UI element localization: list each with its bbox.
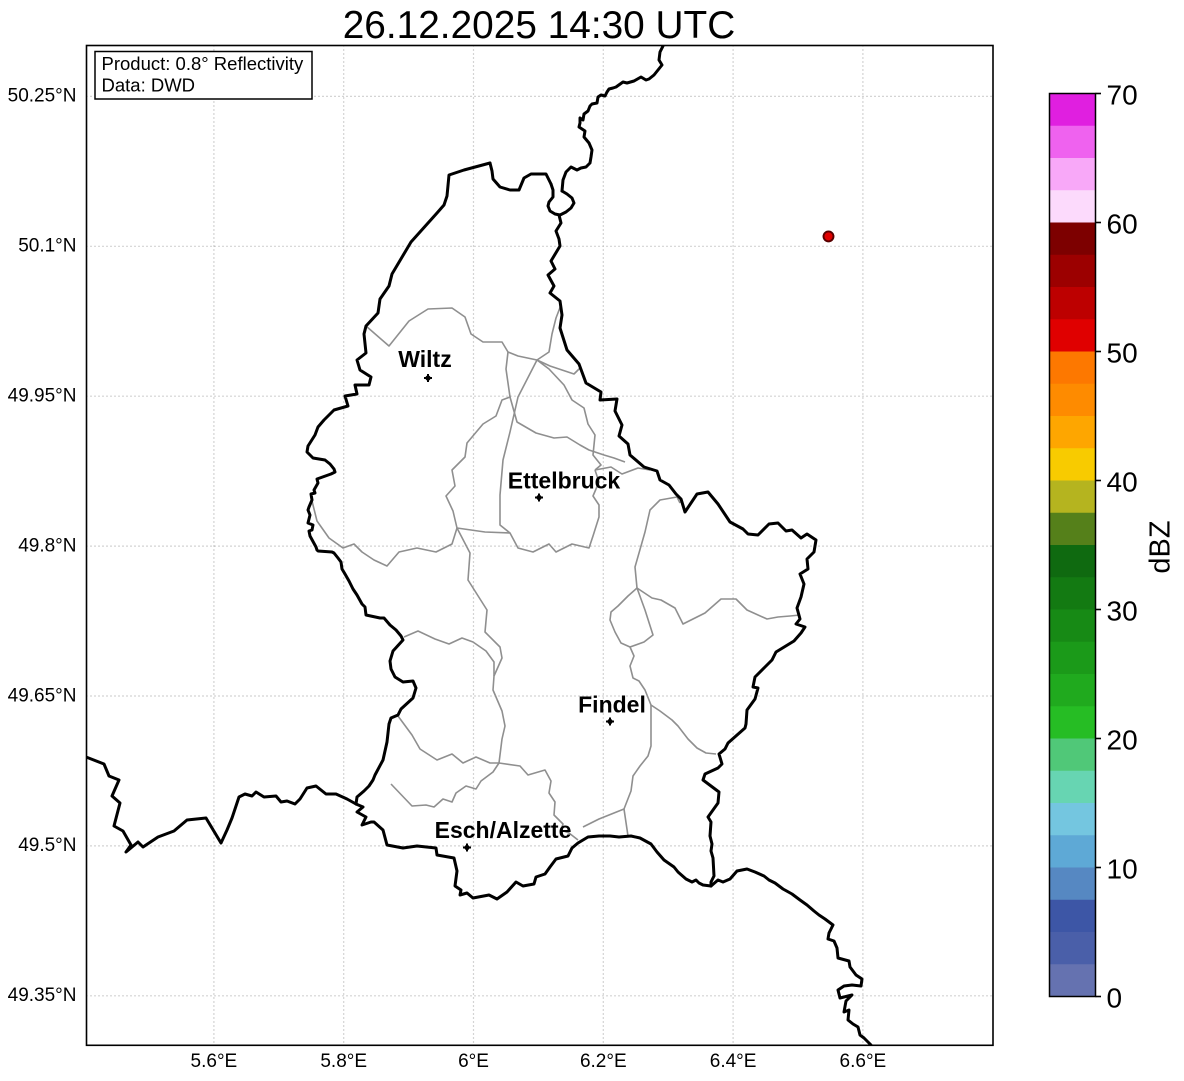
svg-text:20: 20: [1107, 724, 1138, 755]
svg-text:70: 70: [1107, 79, 1138, 110]
svg-text:6.2°E: 6.2°E: [580, 1051, 627, 1072]
svg-text:Product: 0.8° Reflectivity: Product: 0.8° Reflectivity: [102, 53, 304, 74]
svg-text:6°E: 6°E: [458, 1051, 489, 1072]
svg-text:Findel: Findel: [578, 692, 646, 718]
svg-text:Data: DWD: Data: DWD: [102, 74, 196, 95]
svg-text:Wiltz: Wiltz: [398, 346, 451, 372]
svg-text:30: 30: [1107, 595, 1138, 626]
svg-text:10: 10: [1107, 853, 1138, 884]
svg-text:49.5°N: 49.5°N: [18, 835, 76, 856]
svg-text:49.95°N: 49.95°N: [8, 386, 77, 407]
svg-text:Esch/Alzette: Esch/Alzette: [435, 817, 572, 843]
svg-text:dBZ: dBZ: [1145, 520, 1177, 573]
svg-text:5.6°E: 5.6°E: [191, 1051, 238, 1072]
svg-text:0: 0: [1107, 982, 1123, 1013]
svg-text:6.4°E: 6.4°E: [710, 1051, 757, 1072]
svg-text:5.8°E: 5.8°E: [320, 1051, 367, 1072]
svg-text:49.35°N: 49.35°N: [8, 985, 77, 1006]
svg-text:40: 40: [1107, 466, 1138, 497]
svg-text:60: 60: [1107, 208, 1138, 239]
svg-text:50.1°N: 50.1°N: [18, 236, 76, 257]
svg-text:49.65°N: 49.65°N: [8, 685, 77, 706]
svg-text:26.12.2025 14:30 UTC: 26.12.2025 14:30 UTC: [343, 4, 736, 47]
svg-text:6.6°E: 6.6°E: [840, 1051, 887, 1072]
svg-text:Ettelbruck: Ettelbruck: [508, 468, 621, 494]
svg-text:50: 50: [1107, 337, 1138, 368]
svg-text:50.25°N: 50.25°N: [8, 86, 77, 107]
svg-text:49.8°N: 49.8°N: [18, 535, 76, 556]
